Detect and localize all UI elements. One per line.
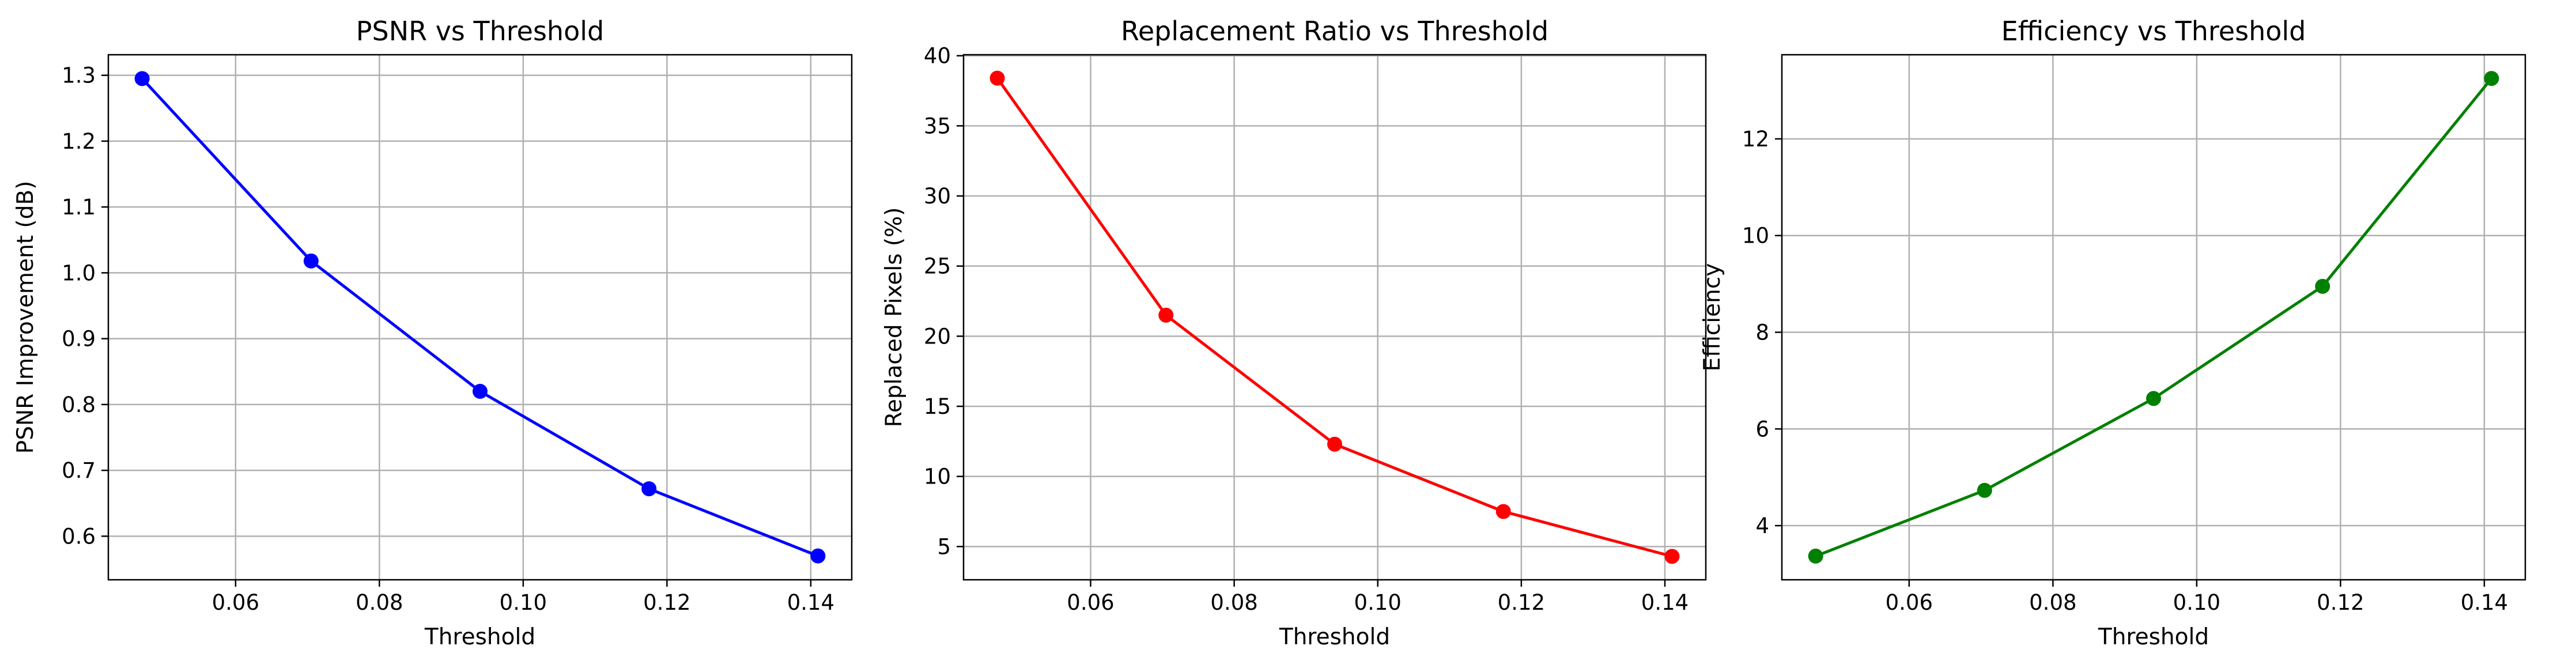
data-point <box>1495 504 1511 519</box>
x-axis-label: Threshold <box>1279 624 1390 650</box>
chart-2: 0.06 0.08 0.10 0.12 0.14 5 10 15 20 25 30 35 40 Repla… <box>881 16 1707 650</box>
y-tick-label: 0.6 <box>62 524 96 549</box>
x-tick-label: 0.08 <box>356 590 403 615</box>
y-tick-label: 15 <box>924 394 951 419</box>
x-axis-label: Threshold <box>2098 624 2209 650</box>
y-tick-label: 12 <box>1742 127 1769 152</box>
x-axis-label: Threshold <box>424 624 535 650</box>
axes-frame <box>1781 54 2526 581</box>
y-tick-label: 30 <box>924 184 951 209</box>
x-tick-label: 0.14 <box>787 590 834 615</box>
x-tick-label: 0.08 <box>2029 590 2076 615</box>
x-tick-label: 0.10 <box>1354 590 1402 615</box>
chart-title: PSNR vs Threshold <box>356 16 604 47</box>
y-tick-label: 1.2 <box>62 129 96 154</box>
y-tick-label: 0.9 <box>62 327 96 352</box>
x-tick-label: 0.10 <box>2173 590 2220 615</box>
y-tick-label: 1.1 <box>62 195 96 220</box>
data-point <box>1664 549 1680 564</box>
y-tick-label: 4 <box>1755 514 1769 538</box>
data-point <box>989 70 1005 86</box>
y-axis-label: Replaced Pixels (%) <box>881 207 907 428</box>
axes-frame <box>107 54 853 581</box>
y-tick-label: 1.3 <box>62 63 96 88</box>
x-tick-label: 0.06 <box>1067 590 1114 615</box>
data-point <box>1808 548 1823 564</box>
y-tick-label: 25 <box>924 254 951 279</box>
x-tick-label: 0.10 <box>500 590 547 615</box>
y-tick-label: 10 <box>924 465 951 489</box>
y-tick-label: 20 <box>924 324 951 349</box>
chart-title: Efficiency vs Threshold <box>2001 16 2306 47</box>
data-point <box>2315 278 2331 294</box>
y-tick-label: 10 <box>1742 224 1769 248</box>
y-tick-label: 0.7 <box>62 458 96 483</box>
y-tick-label: 5 <box>937 534 951 559</box>
data-point <box>1158 307 1174 323</box>
y-tick-label: 8 <box>1755 320 1769 345</box>
data-point <box>1977 482 1992 498</box>
data-point <box>2484 71 2499 86</box>
x-tick-label: 0.12 <box>2317 590 2364 615</box>
x-tick-label: 0.06 <box>212 590 259 615</box>
y-axis-label: PSNR Improvement (dB) <box>13 181 39 454</box>
y-tick-label: 40 <box>924 44 951 69</box>
chart-3: 0.06 0.08 0.10 0.12 0.14 4 6 8 10 12 Efficiency vs… <box>1699 16 2526 650</box>
y-tick-label: 35 <box>924 114 951 138</box>
data-point <box>1327 436 1342 452</box>
chart-1: 0.06 0.08 0.10 0.12 0.14 0.6 0.7 0.8 0.9 1.0 1.1 1.… <box>13 16 853 650</box>
y-tick-label: 0.8 <box>62 392 96 417</box>
data-point <box>2146 391 2161 406</box>
y-tick-label: 1.0 <box>62 261 96 285</box>
data-point <box>303 253 319 269</box>
x-tick-label: 0.14 <box>1641 590 1689 615</box>
x-tick-label: 0.12 <box>1498 590 1545 615</box>
data-point <box>134 71 150 86</box>
data-point <box>641 481 657 497</box>
data-point <box>473 384 488 399</box>
chart-title: Replacement Ratio vs Threshold <box>1121 16 1548 47</box>
x-tick-label: 0.12 <box>643 590 690 615</box>
x-tick-label: 0.08 <box>1210 590 1257 615</box>
axes-frame <box>962 54 1707 581</box>
y-tick-label: 6 <box>1755 417 1769 441</box>
x-tick-label: 0.14 <box>2461 590 2508 615</box>
y-axis-label: Efficiency <box>1699 263 1725 372</box>
data-point <box>810 548 826 564</box>
x-tick-label: 0.06 <box>1886 590 1933 615</box>
